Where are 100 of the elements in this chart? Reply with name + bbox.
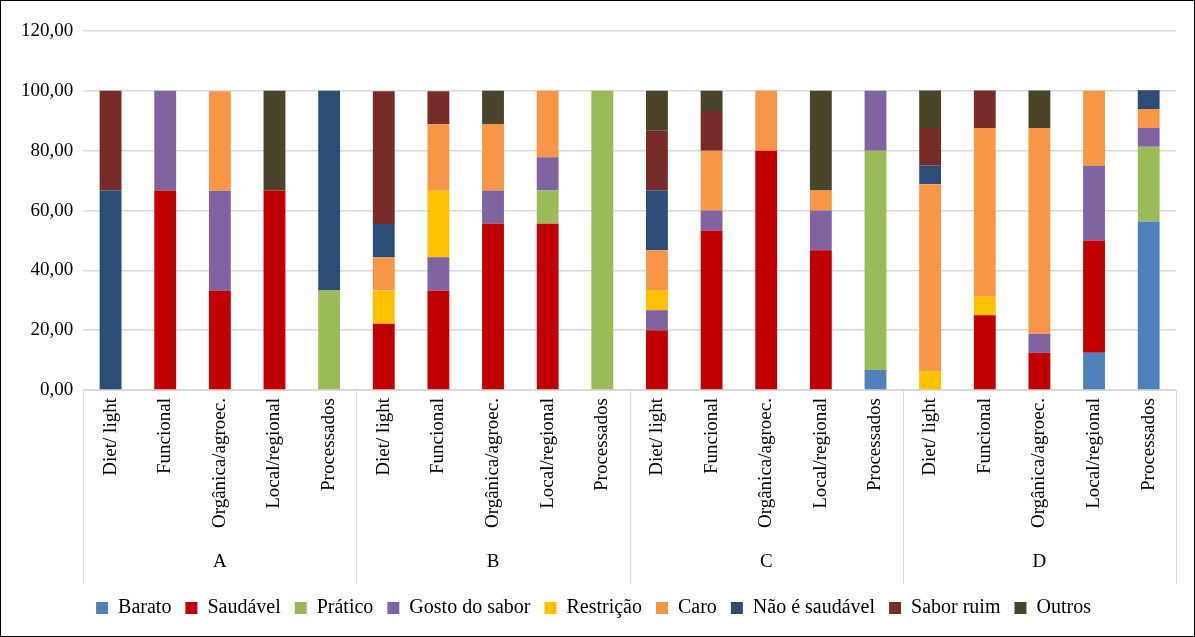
bar (1137, 90, 1160, 110)
bar (1137, 221, 1160, 390)
y-tick-label: 60,00 (30, 198, 74, 220)
bar (919, 184, 942, 372)
bar (482, 90, 504, 125)
y-tick-label: 100,00 (21, 78, 74, 100)
bar (1083, 240, 1105, 353)
bar (1028, 90, 1051, 128)
bar (1083, 165, 1105, 241)
bar (372, 257, 395, 291)
bar (1137, 109, 1160, 128)
bar (700, 150, 723, 211)
bar (372, 323, 395, 390)
bar (809, 190, 832, 211)
x-tick-label: Processados (317, 398, 339, 491)
x-tick-label: Local/regional (808, 398, 830, 509)
x-tick-label: Local/regional (1082, 398, 1104, 509)
x-tick-label: Funcional (699, 398, 721, 475)
y-tick-label: 20,00 (30, 318, 74, 340)
bar (427, 91, 450, 125)
x-tick-label: Orgânica/agroec. (754, 398, 776, 529)
x-tick-label: Funcional (972, 398, 994, 475)
bar (809, 90, 832, 191)
bar (1028, 127, 1051, 334)
bar (646, 130, 668, 191)
bar (1137, 146, 1160, 222)
bar (646, 90, 668, 131)
legend-label: Saudável (207, 595, 282, 618)
legend-label: Barato (118, 595, 172, 618)
bar (646, 250, 668, 291)
bar (372, 290, 395, 324)
x-tick-label: Local/regional (535, 398, 557, 509)
x-tick-label: Processados (1136, 398, 1158, 491)
y-tick-label: 80,00 (30, 138, 74, 160)
legend-label: Sabor ruim (911, 595, 1001, 618)
bar (973, 127, 996, 297)
bar (154, 90, 177, 191)
bar (646, 310, 668, 331)
bar (646, 190, 668, 251)
x-tick-label: Local/regional (262, 398, 284, 509)
bar (591, 90, 614, 390)
bar (809, 210, 832, 251)
y-tick-label: 120,00 (21, 18, 74, 40)
bar (700, 110, 723, 151)
bar (1137, 127, 1160, 147)
bar (864, 90, 887, 151)
bar (482, 190, 504, 224)
bar (700, 90, 723, 111)
bar (536, 90, 559, 158)
bar (1083, 352, 1105, 390)
x-tick-label: Orgânica/agroec. (481, 398, 503, 529)
legend-label: Caro (677, 595, 717, 618)
bar (973, 296, 996, 316)
bar (427, 124, 450, 191)
bar (809, 250, 832, 390)
text: A (212, 549, 227, 571)
x-tick-label: Diet/ light (98, 397, 120, 476)
text: B (486, 549, 500, 571)
bar (372, 91, 395, 224)
bar (263, 90, 286, 191)
bar (536, 157, 559, 191)
bar (1028, 333, 1051, 353)
x-tick-label: Processados (863, 398, 885, 491)
x-tick-label: Funcional (426, 398, 448, 475)
x-tick-label: Orgânica/agroec. (1027, 398, 1049, 529)
bar (864, 370, 887, 390)
bar (208, 290, 231, 390)
bar (919, 90, 942, 128)
bar (919, 371, 942, 390)
x-tick-label: Diet/ light (918, 397, 940, 476)
bar (919, 127, 942, 166)
bar (536, 190, 559, 224)
x-tick-label: Funcional (153, 398, 175, 475)
bar (755, 90, 778, 151)
bar (99, 90, 122, 191)
bar (864, 150, 887, 371)
bar (263, 190, 286, 390)
bar (99, 190, 122, 390)
bar (536, 223, 559, 390)
legend-label: Restrição (566, 595, 642, 619)
bar (1083, 90, 1105, 166)
bar (427, 190, 450, 258)
bar (482, 223, 504, 390)
x-tick-label: Processados (590, 398, 612, 491)
x-tick-label: Diet/ light (371, 397, 393, 476)
bar (427, 257, 450, 291)
bar (755, 150, 778, 390)
bar (646, 290, 668, 311)
bar (1028, 352, 1051, 390)
bar (208, 91, 231, 191)
bar (318, 90, 341, 291)
legend-label: Outros (1036, 595, 1092, 618)
bar (646, 330, 668, 390)
bar (427, 290, 450, 390)
legend-label: Gosto do sabor (409, 595, 531, 618)
text: C (759, 549, 773, 571)
bar (919, 165, 942, 185)
legend-label: Prático (316, 595, 374, 618)
bar (973, 315, 996, 390)
bar (700, 230, 723, 390)
